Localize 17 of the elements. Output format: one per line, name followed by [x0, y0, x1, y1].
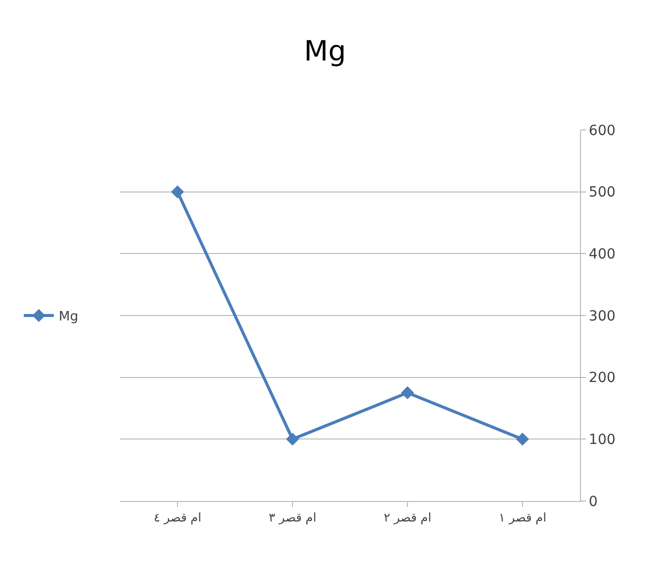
- x-tick-label: ام قصر ١: [498, 510, 546, 524]
- y-tick-label: 100: [588, 432, 616, 448]
- y-tick-label: 400: [588, 246, 616, 263]
- x-tick-label: ام قصر ٢: [384, 510, 432, 524]
- x-tick-label: ام قصر ٣: [268, 510, 316, 524]
- legend-label: Mg: [58, 310, 78, 325]
- point: [286, 432, 299, 446]
- y-tick-label: 500: [588, 184, 616, 201]
- y-tick-label: 200: [588, 370, 616, 386]
- y-tick-label: 0: [588, 494, 598, 510]
- point: [401, 386, 414, 400]
- point: [516, 432, 529, 446]
- chart-title: Mg: [304, 34, 346, 68]
- y-tick-label: 600: [588, 122, 616, 139]
- point: [171, 185, 184, 198]
- y-tick-label: 300: [588, 308, 616, 324]
- x-tick-label: ام قصر ٤: [154, 510, 202, 524]
